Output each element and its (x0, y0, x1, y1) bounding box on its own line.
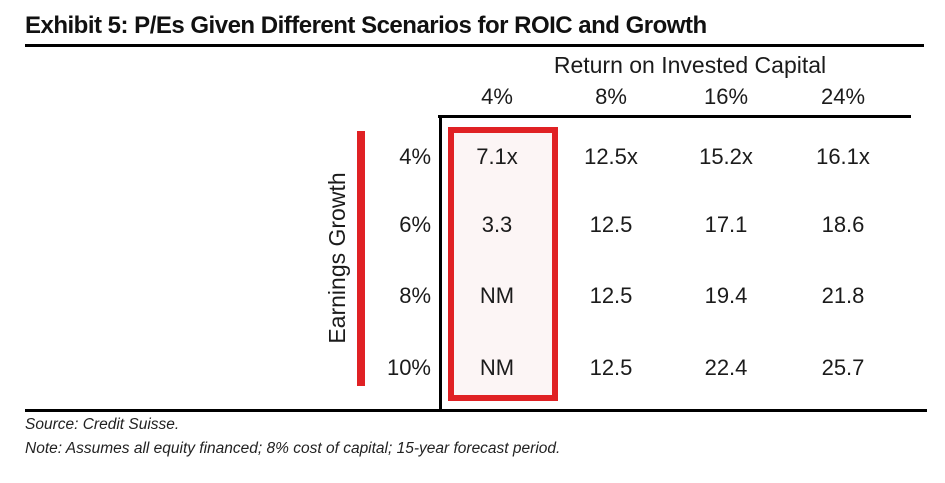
note-line: Note: Assumes all equity financed; 8% co… (25, 440, 561, 457)
highlight-box-roic-4pct-column (448, 127, 558, 401)
cell-growth4-roic4: 7.1x (476, 144, 518, 169)
cell-growth8-roic24: 21.8 (821, 283, 865, 308)
source-line: Source: Credit Suisse. (25, 416, 180, 433)
column-header-roic-16pct: 16% (703, 84, 749, 109)
column-header-roic-4pct: 4% (481, 84, 513, 109)
cell-growth10-roic8: 12.5 (589, 355, 633, 380)
bottom-rule (25, 409, 927, 412)
cell-growth8-roic8: 12.5 (589, 283, 633, 308)
cell-growth4-roic8: 12.5x (584, 144, 638, 169)
cell-growth10-roic24: 25.7 (821, 355, 865, 380)
earnings-growth-axis-bar (357, 131, 365, 386)
cell-growth8-roic16: 19.4 (704, 283, 748, 308)
row-label-growth-10pct: 10% (386, 355, 431, 380)
table-left-border-line (439, 115, 442, 412)
exhibit-title: Exhibit 5: P/Es Given Different Scenario… (25, 12, 707, 39)
cell-growth4-roic16: 15.2x (699, 144, 753, 169)
column-header-roic-8pct: 8% (595, 84, 627, 109)
row-label-growth-6pct: 6% (399, 212, 431, 237)
column-group-label: Return on Invested Capital (553, 52, 827, 78)
row-label-growth-4pct: 4% (399, 144, 431, 169)
column-header-roic-24pct: 24% (820, 84, 866, 109)
cell-growth10-roic16: 22.4 (704, 355, 748, 380)
cell-growth6-roic24: 18.6 (821, 212, 865, 237)
header-underline (438, 115, 911, 118)
cell-growth6-roic4: 3.3 (481, 212, 513, 237)
cell-growth10-roic4: NM (479, 355, 515, 380)
cell-growth8-roic4: NM (479, 283, 515, 308)
title-rule (25, 44, 924, 47)
cell-growth4-roic24: 16.1x (816, 144, 870, 169)
row-label-growth-8pct: 8% (399, 283, 431, 308)
cell-growth6-roic16: 17.1 (704, 212, 748, 237)
row-group-label: Earnings Growth (324, 172, 350, 344)
cell-growth6-roic8: 12.5 (589, 212, 633, 237)
